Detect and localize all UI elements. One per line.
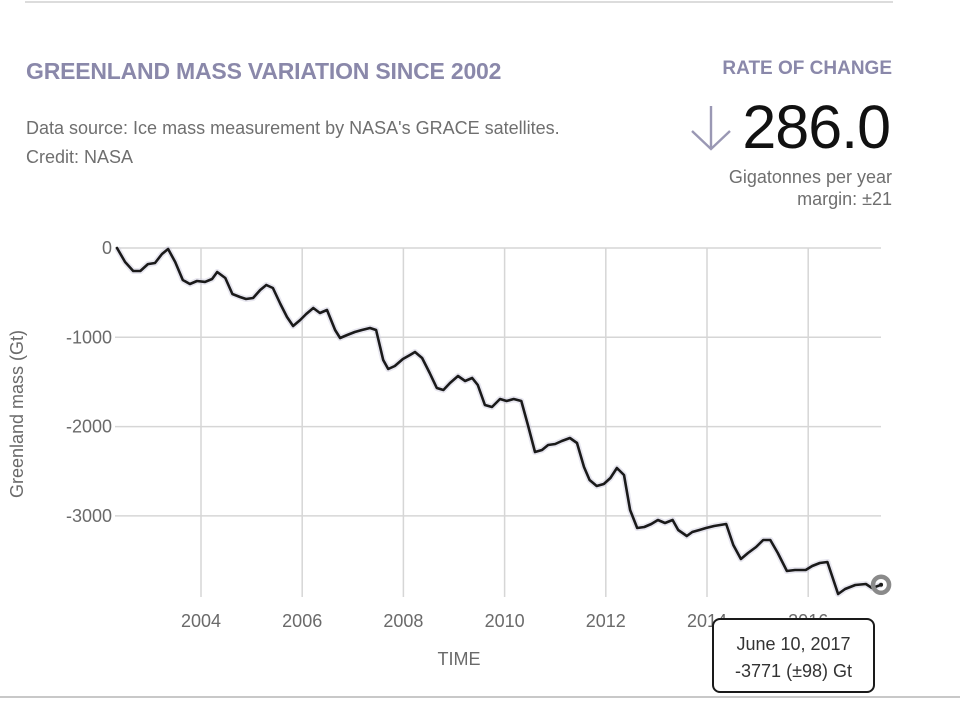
arrow-down-icon bbox=[691, 106, 732, 151]
rate-unit: Gigatonnes per year bbox=[728, 167, 892, 187]
top-divider bbox=[25, 1, 893, 3]
grid bbox=[115, 247, 881, 597]
x-tick-label: 2008 bbox=[383, 611, 423, 631]
bottom-divider bbox=[0, 696, 960, 698]
y-axis-title: Greenland mass (Gt) bbox=[7, 330, 27, 498]
credit-text: Credit: NASA bbox=[26, 147, 134, 167]
data-source-note: Data source: Ice mass measurement by NAS… bbox=[26, 114, 586, 172]
hover-marker-point bbox=[879, 582, 884, 587]
x-tick-label: 2004 bbox=[181, 611, 221, 631]
series-line bbox=[115, 246, 883, 596]
rate-of-change-label: RATE OF CHANGE bbox=[722, 58, 892, 79]
y-tick-label: -2000 bbox=[66, 417, 112, 437]
series-uncertainty-band bbox=[114, 246, 883, 597]
x-tick-label: 2006 bbox=[282, 611, 322, 631]
rate-of-change-value-row: 286.0 bbox=[690, 92, 891, 162]
chart-title: GREENLAND MASS VARIATION SINCE 2002 bbox=[26, 58, 502, 84]
y-tick-label: 0 bbox=[102, 238, 112, 258]
x-tick-label: 2010 bbox=[485, 611, 525, 631]
x-axis-title: TIME bbox=[438, 649, 481, 669]
y-tick-label: -1000 bbox=[66, 327, 112, 347]
tooltip-value: -3771 (±98) Gt bbox=[735, 661, 852, 681]
y-tick-label: -3000 bbox=[66, 506, 112, 526]
x-tick-label: 2012 bbox=[586, 611, 626, 631]
tooltip-date: June 10, 2017 bbox=[736, 634, 851, 654]
data-tooltip: June 10, 2017 -3771 (±98) Gt bbox=[712, 618, 875, 693]
rate-margin: margin: ±21 bbox=[797, 189, 892, 209]
data-source-text: Data source: Ice mass measurement by NAS… bbox=[26, 118, 560, 138]
hover-marker-ring bbox=[870, 574, 892, 596]
series bbox=[114, 246, 883, 597]
rate-of-change-value: 286.0 bbox=[742, 92, 891, 161]
hover-marker-group bbox=[870, 574, 892, 596]
